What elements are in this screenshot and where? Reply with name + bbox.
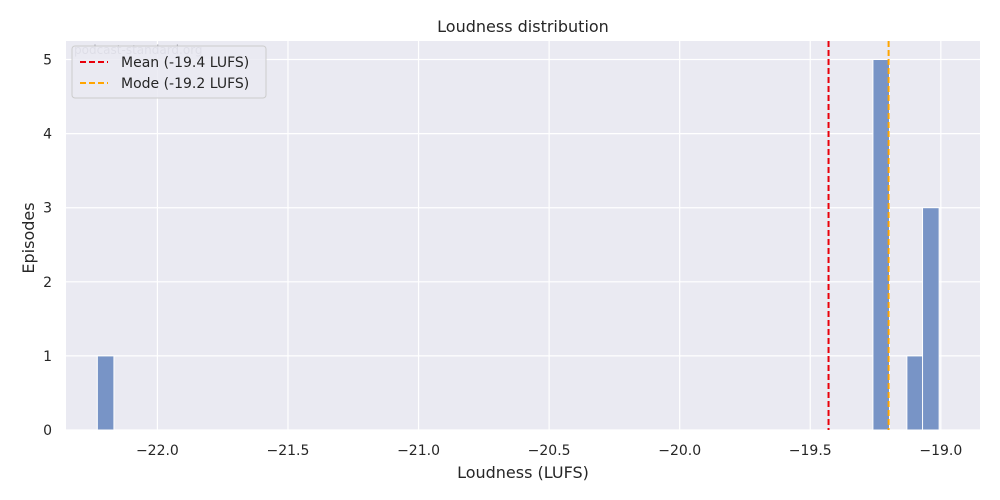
plot-background [66, 41, 980, 430]
x-tick-label: −19.5 [789, 443, 832, 459]
chart-title: Loudness distribution [437, 17, 609, 36]
x-tick-label: −21.0 [397, 443, 440, 459]
x-tick-label: −19.0 [919, 443, 962, 459]
x-tick-labels: −22.0 −21.5 −21.0 −20.5 −20.0 −19.5 −19.0 [136, 443, 962, 459]
histogram-bar [96, 355, 115, 431]
histogram-bar [922, 207, 940, 431]
histogram-bar [872, 59, 891, 431]
y-tick-label: 1 [43, 349, 52, 365]
y-tick-label: 3 [43, 201, 52, 217]
x-tick-label: −20.0 [658, 443, 701, 459]
histogram-bar [906, 355, 924, 431]
legend-box [71, 45, 267, 99]
x-tick-label: −20.5 [528, 443, 571, 459]
legend-mean-label: Mean (-19.4 LUFS) [121, 55, 249, 71]
legend-mode-label: Mode (-19.2 LUFS) [121, 76, 249, 92]
y-tick-label: 5 [43, 53, 52, 69]
y-tick-label: 0 [43, 423, 52, 439]
x-tick-label: −22.0 [136, 443, 179, 459]
x-axis-label: Loudness (LUFS) [457, 463, 589, 482]
x-tick-label: −21.5 [267, 443, 310, 459]
y-tick-labels: 0 1 2 3 4 5 [43, 53, 52, 439]
histogram-bars [96, 59, 940, 431]
y-axis-label: Episodes [19, 202, 38, 273]
reference-lines [827, 41, 890, 430]
y-tick-label: 2 [43, 275, 52, 291]
legend: Mean (-19.4 LUFS) Mode (-19.2 LUFS) [71, 45, 267, 99]
y-tick-label: 4 [43, 127, 52, 143]
